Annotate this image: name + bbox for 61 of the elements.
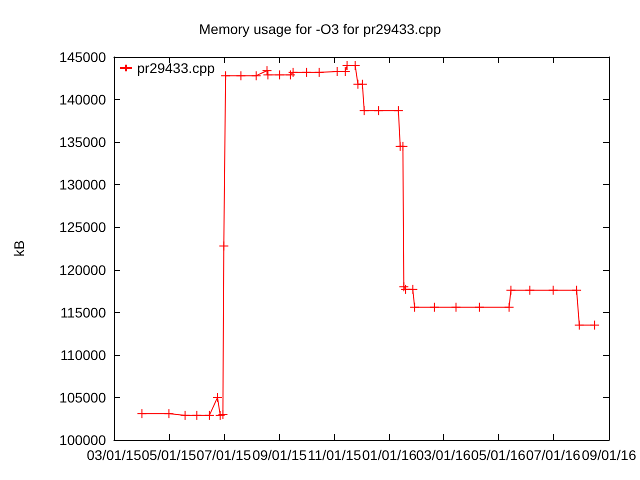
point <box>204 410 214 420</box>
y-tick-label: 130000 <box>59 176 106 193</box>
x-tick-label: 09/01/16 <box>582 447 636 463</box>
y-tick-label: 115000 <box>60 304 106 320</box>
point <box>590 320 600 330</box>
point <box>410 302 420 312</box>
point <box>398 141 408 152</box>
point <box>393 106 404 116</box>
y-tick-label: 140000 <box>59 92 106 108</box>
point <box>215 410 226 420</box>
point <box>192 410 202 420</box>
point <box>398 282 409 292</box>
point <box>274 70 285 80</box>
point <box>302 67 312 78</box>
chart-title: Memory usage for -O3 for pr29433.cpp <box>198 21 442 37</box>
point <box>220 70 231 81</box>
y-tick-label: 135000 <box>59 134 106 150</box>
x-tick-label: 09/01/15 <box>252 447 308 463</box>
point <box>524 285 535 296</box>
y-tick-label: 125000 <box>59 219 106 236</box>
point <box>262 66 272 76</box>
y-tick-label: 110000 <box>60 346 106 363</box>
y-axis-title: kB <box>11 240 27 257</box>
x-tick-label: 05/01/15 <box>142 447 196 463</box>
y-tick-label: 145000 <box>59 49 106 65</box>
point <box>572 285 582 296</box>
point <box>288 67 298 78</box>
point <box>451 302 461 312</box>
x-tick-label: 07/01/16 <box>526 447 581 463</box>
x-tick-label: 03/01/16 <box>416 447 471 463</box>
point <box>474 302 484 312</box>
point <box>212 392 222 402</box>
point <box>314 67 324 78</box>
point <box>400 284 411 294</box>
point <box>218 409 228 420</box>
point <box>180 410 190 420</box>
point <box>251 70 262 81</box>
x-tick-label: 07/01/15 <box>196 447 252 463</box>
point <box>504 302 514 312</box>
y-tick-label: 120000 <box>59 262 106 278</box>
x-tick-label: 01/01/16 <box>362 447 417 463</box>
point <box>429 302 440 312</box>
point <box>236 70 246 81</box>
y-tick-label: 105000 <box>59 389 106 406</box>
point <box>357 79 368 90</box>
point <box>506 285 516 296</box>
x-tick-label: 03/01/15 <box>86 447 142 463</box>
point <box>136 408 147 419</box>
x-tick-label: 11/01/15 <box>308 447 362 463</box>
point <box>548 285 558 296</box>
point <box>359 106 370 116</box>
x-tick-label: 05/01/16 <box>471 447 526 463</box>
y-tick-label: 100000 <box>59 432 106 448</box>
point <box>218 240 229 251</box>
legend-label: pr29433.cpp <box>137 60 216 76</box>
point <box>574 320 584 330</box>
point <box>374 106 384 116</box>
point <box>285 70 296 80</box>
point <box>262 70 273 80</box>
point <box>408 284 418 294</box>
point <box>164 408 174 419</box>
